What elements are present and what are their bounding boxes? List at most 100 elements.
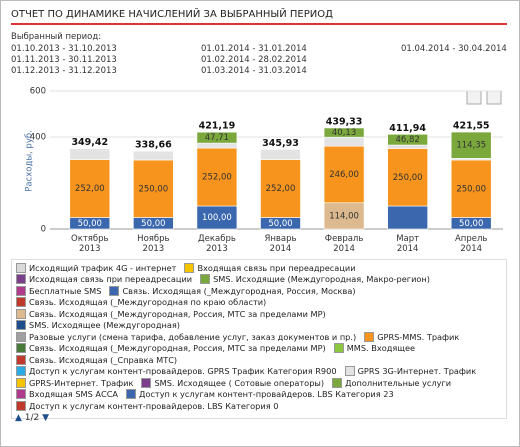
period: 01.02.2014 - 28.02.2014 (201, 55, 307, 65)
legend-item: SMS. Исходящее ( Сотовые операторы) (141, 377, 324, 389)
total-label: 338,66 (135, 140, 172, 151)
legend-item: Доступ к услугам контент-провайдеров. LB… (126, 389, 394, 401)
legend-item: Связь. Исходящая (_Междугородная, Россия… (109, 285, 356, 297)
value-label: 114,35 (456, 141, 486, 151)
legend-swatch (184, 262, 195, 273)
legend-swatch (16, 285, 26, 296)
bar-segment (133, 150, 174, 161)
bar-segment (260, 159, 301, 218)
legend-swatch (16, 400, 26, 411)
page-number: 1/2 (24, 413, 40, 423)
legend-label: Доступ к услугам контент-провайдеров. LB… (139, 389, 394, 400)
period-label: Выбранный период: (11, 32, 102, 42)
x-tick-label: Октябрь 2013 (71, 234, 109, 254)
y-tick-label: 0 (41, 225, 46, 235)
total-label: 421,55 (453, 121, 490, 132)
value-label: 40,13 (332, 128, 356, 138)
legend-swatch (16, 343, 26, 354)
download-button[interactable] (486, 90, 502, 105)
bar-segment (69, 148, 111, 160)
period: 01.10.2013 - 31.10.2013 (11, 44, 117, 54)
total-label: 345,93 (262, 138, 299, 149)
bar-segment (323, 127, 365, 138)
value-label: 252,00 (266, 184, 296, 194)
legend-label: Исходящий трафик 4G - интернет (29, 262, 177, 273)
period: 01.11.2013 - 30.11.2013 (11, 55, 117, 65)
value-label: 47,71 (205, 133, 229, 143)
bar-segment (323, 145, 365, 204)
period: 01.04.2014 - 30.04.2014 (401, 44, 507, 54)
value-label: 50,00 (78, 219, 102, 229)
bar-segment (387, 133, 428, 146)
legend-item: GPRS-Интернет. Трафик (16, 377, 133, 389)
legend-label: Связь. Исходящая (_Справка МТС) (29, 354, 178, 365)
legend-swatch (16, 354, 26, 365)
bar-segment (387, 148, 428, 207)
legend-swatch (344, 366, 355, 377)
legend-swatch (141, 377, 152, 388)
pager[interactable]: ▲ 1/2 ▼ (15, 413, 50, 423)
total-label: 349,42 (71, 137, 108, 148)
value-label: 114,00 (329, 211, 359, 221)
total-label: 421,19 (199, 121, 236, 132)
period: 01.12.2013 - 31.12.2013 (11, 66, 117, 76)
legend: Исходящий трафик 4G - интернет Входящая с… (11, 259, 507, 419)
legend-swatch (332, 377, 343, 388)
legend-item: GPRS-MMS. Трафик (364, 331, 459, 343)
x-tick-label: Декабрь 2013 (198, 234, 236, 254)
legend-label: GPRS-Интернет. Трафик (29, 377, 134, 388)
bar-segment (196, 131, 238, 144)
bar-segment (387, 205, 428, 230)
legend-swatch (16, 331, 26, 342)
bar-segment (196, 142, 238, 149)
legend-swatch (126, 389, 137, 400)
legend-swatch (16, 308, 26, 319)
legend-label: Доступ к услугам контент-провайдеров. LB… (29, 400, 279, 411)
legend-label: Разовые услуги (смена тарифа, добавление… (29, 331, 357, 342)
legend-item: Доступ к услугам контент-провайдеров. GP… (16, 366, 337, 378)
value-label: 100,00 (202, 213, 232, 223)
legend-item: Исходящий трафик 4G - интернет (16, 262, 176, 274)
legend-label: GPRS 3G-Интернет. Трафик (357, 366, 477, 377)
legend-swatch (16, 297, 26, 308)
legend-item: Доступ к услугам контент-провайдеров. LB… (16, 400, 278, 412)
value-label: 250,00 (456, 184, 486, 194)
legend-swatch (16, 320, 26, 331)
legend-item: Разовые услуги (смена тарифа, добавление… (16, 331, 356, 343)
y-tick-label: 400 (30, 133, 46, 143)
legend-swatch (16, 377, 26, 388)
value-label: 50,00 (141, 219, 165, 229)
legend-item: Бесплатные SMS (16, 285, 101, 297)
bar-segment (323, 202, 365, 230)
legend-swatch (109, 285, 120, 296)
legend-swatch (16, 274, 26, 285)
legend-swatch (200, 274, 211, 285)
legend-label: SMS. Исходящее ( Сотовые операторы) (154, 377, 325, 388)
x-tick-label: Апрель 2014 (455, 234, 487, 254)
legend-label: Дополнительные услуги (345, 377, 452, 388)
legend-item: SMS. Исходящее (Междугородная) (16, 320, 180, 332)
total-label: 411,94 (389, 123, 426, 134)
legend-label: GPRS-MMS. Трафик (377, 331, 460, 342)
legend-label: Связь. Исходящая (_Междугородная, Россия… (29, 308, 326, 319)
bar-segment (387, 144, 428, 149)
x-tick-label: Февраль 2014 (325, 234, 364, 254)
legend-swatch (16, 389, 26, 400)
y-axis-label: Расходы, руб. (25, 130, 35, 192)
chart: Расходы, руб. 0 400 600 50,00 252,00 349,42 Ок… (25, 87, 503, 254)
value-label: 252,00 (75, 184, 105, 194)
y-tick-label: 600 (30, 87, 46, 97)
legend-item: Связь. Исходящая (_Междугородная, Россия… (16, 308, 326, 320)
legend-item: SMS. Исходящие (Междугородная, Макро-рег… (200, 274, 430, 286)
legend-item: Связь. Исходящая (_Междугородная, Россия… (16, 343, 326, 355)
print-button[interactable] (466, 90, 482, 105)
bar-segment (69, 159, 111, 218)
legend-label: Связь. Исходящая (_Междугородная, Россия… (29, 343, 326, 354)
legend-label: Входящая SMS АССА (29, 389, 119, 400)
value-label: 246,00 (329, 170, 359, 180)
value-label: 250,00 (393, 173, 423, 183)
legend-label: Входящая связь при переадресации (197, 262, 356, 273)
legend-item: Исходящая связь при переадресации (16, 274, 192, 286)
legend-item: GPRS 3G-Интернет. Трафик (344, 366, 477, 378)
legend-item: Связь. Исходящая (_Междугородная по краю… (16, 297, 266, 309)
